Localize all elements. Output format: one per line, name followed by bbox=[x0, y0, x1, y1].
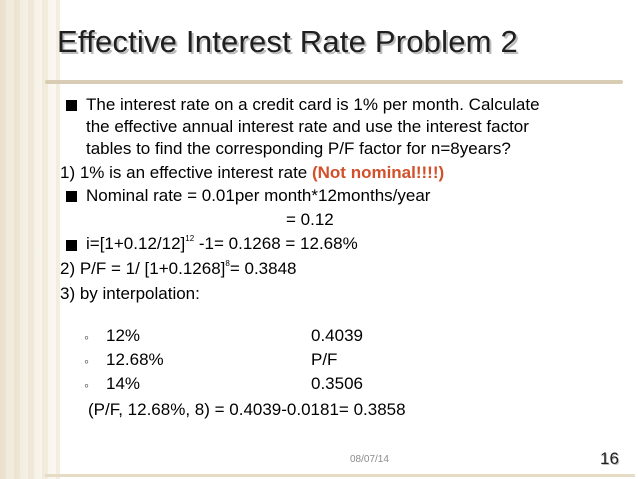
effective-rate-exponent: 12 bbox=[185, 234, 195, 243]
intro-line-1: The interest rate on a credit card is 1%… bbox=[86, 95, 540, 114]
step3-label: 3) by interpolation: bbox=[60, 284, 200, 303]
step1-emphasis: (Not nominal!!!!) bbox=[311, 163, 445, 182]
interp-result: (P/F, 12.68%, 8) = 0.4039-0.0181= 0.3858 bbox=[88, 400, 406, 419]
circle-bullet-icon: ◦ bbox=[84, 329, 89, 345]
interp-rate-2: 12.68% bbox=[106, 350, 164, 369]
effective-rate-line: i=[1+0.12/12]12 -1= 0.1268 = 12.68% bbox=[86, 233, 358, 255]
slide-title: Effective Interest Rate Problem 2 bbox=[57, 24, 518, 59]
title-divider bbox=[45, 80, 623, 84]
nominal-line-2: = 0.12 bbox=[286, 210, 334, 229]
page-number: 16 bbox=[600, 449, 619, 468]
circle-bullet-icon: ◦ bbox=[84, 377, 89, 393]
step2-line: 2) P/F = 1/ [1+0.1268]8= 0.3848 bbox=[60, 258, 297, 280]
interp-rate-1: 12% bbox=[106, 326, 141, 345]
intro-line-2: the effective annual interest rate and u… bbox=[86, 117, 529, 136]
nominal-line-1: Nominal rate = 0.01per month*12months/ye… bbox=[86, 186, 431, 205]
interp-value-1: 0.4039 bbox=[311, 326, 363, 345]
decorative-stripes bbox=[0, 0, 60, 479]
bullet-icon bbox=[66, 100, 77, 111]
interp-value-3: 0.3506 bbox=[311, 374, 363, 393]
effective-rate-result: -1= 0.1268 = 12.68% bbox=[194, 234, 358, 253]
bullet-icon bbox=[66, 191, 77, 202]
footer-divider bbox=[45, 474, 635, 477]
step2-exponent: 8 bbox=[225, 259, 230, 268]
bullet-icon bbox=[66, 240, 77, 251]
footer-date: 08/07/14 bbox=[350, 454, 389, 465]
step1-line: 1) 1% is an effective interest rate (Not… bbox=[60, 162, 444, 184]
intro-line-3: tables to find the corresponding P/F fac… bbox=[86, 139, 511, 158]
decorative-left-panel bbox=[0, 0, 60, 479]
step1-text: 1) 1% is an effective interest rate bbox=[60, 163, 312, 182]
circle-bullet-icon: ◦ bbox=[84, 353, 89, 369]
interp-value-2: P/F bbox=[311, 350, 338, 369]
step2-result: = 0.3848 bbox=[229, 259, 297, 278]
interp-rate-3: 14% bbox=[106, 374, 141, 393]
effective-rate-base: i=[1+0.12/12] bbox=[86, 234, 186, 253]
step2-base: 2) P/F = 1/ [1+0.1268] bbox=[60, 259, 226, 278]
